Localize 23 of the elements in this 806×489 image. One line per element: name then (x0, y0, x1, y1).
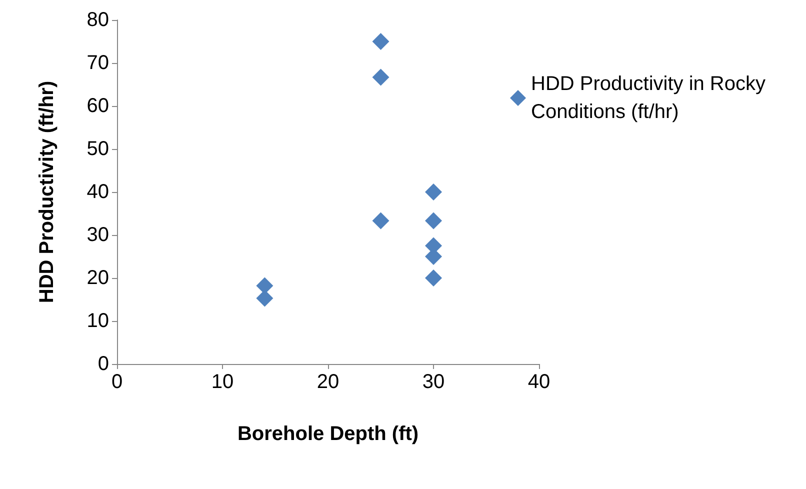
x-tick-label: 30 (422, 371, 445, 393)
x-axis-title: Borehole Depth (ft) (237, 423, 419, 445)
point (425, 270, 442, 286)
point (372, 212, 390, 230)
y-tick-label: 30 (86, 224, 109, 246)
point (372, 33, 390, 50)
legend-label: HDD Productivity in Rocky Conditions (ft/hr) (531, 73, 772, 123)
x-tick-label: 20 (316, 371, 340, 393)
x-tick-label: 40 (528, 371, 550, 393)
y-tick-label: 40 (86, 181, 109, 203)
y-tick-label: 10 (86, 310, 109, 332)
point (372, 68, 390, 86)
y-tick-label: 50 (86, 138, 109, 160)
x-tick-label: 0 (111, 371, 123, 393)
y-tick-label: 20 (86, 267, 109, 289)
y-tick-label: 80 (86, 9, 109, 31)
point (425, 212, 442, 230)
y-tick-label: 0 (98, 353, 109, 375)
y-tick-label: 60 (86, 95, 109, 117)
y-tick-label: 70 (86, 52, 109, 74)
x-tick-label: 10 (211, 371, 234, 393)
point (425, 184, 442, 200)
y-axis-title: HDD Productivity (ft/hr) (36, 80, 58, 304)
